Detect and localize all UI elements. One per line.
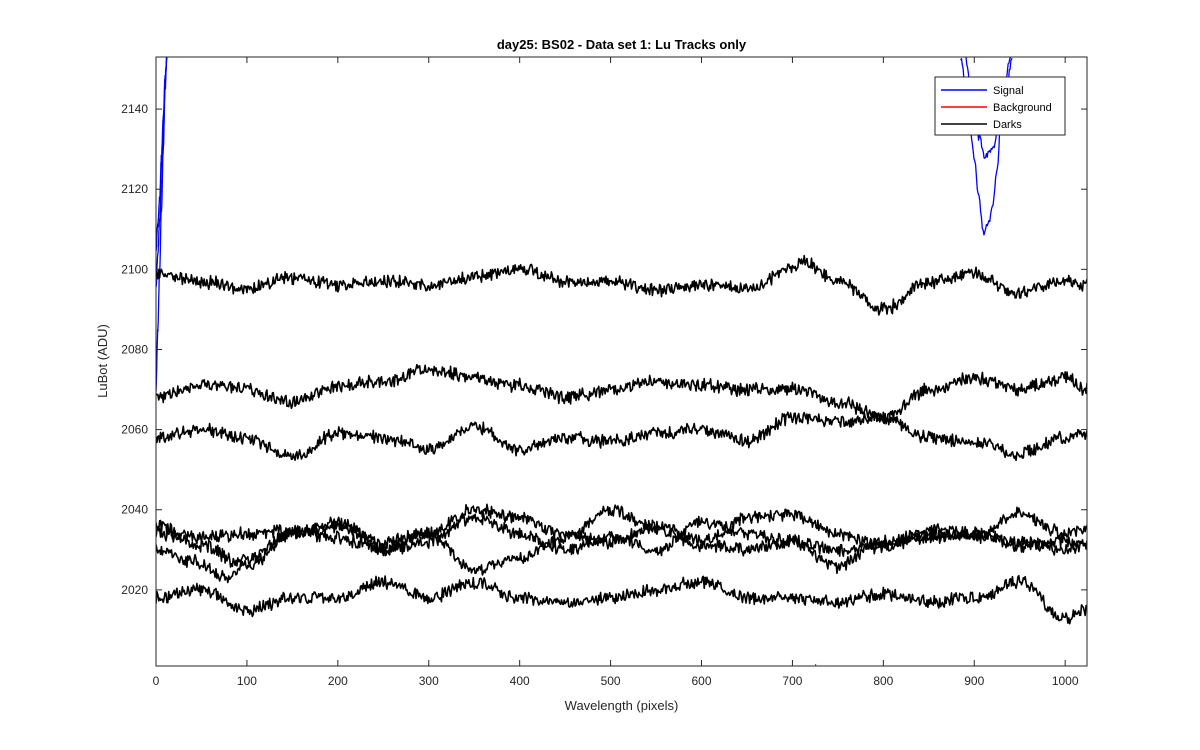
series-line-background <box>814 663 817 666</box>
legend-box <box>934 76 1066 136</box>
y-tick-label: 2120 <box>121 182 148 196</box>
series-line-darks <box>156 411 1087 462</box>
x-tick-label: 1000 <box>1052 674 1079 688</box>
series-line-darks <box>156 254 1087 316</box>
x-tick-label: 300 <box>419 674 439 688</box>
x-axis-label: Wavelength (pixels) <box>565 698 679 713</box>
x-axis: 0 100 200 300 400 500 600 700 800 900 1000 <box>153 57 1079 688</box>
x-tick-label: 100 <box>237 674 257 688</box>
x-tick-label: 800 <box>873 674 893 688</box>
y-tick-label: 2020 <box>121 583 148 597</box>
y-tick-label: 2100 <box>121 262 148 276</box>
y-tick-label: 2080 <box>121 342 148 356</box>
y-tick-label: 2040 <box>121 503 148 517</box>
x-tick-label: 500 <box>601 674 621 688</box>
plot-area <box>156 57 1087 666</box>
chart-title: day25: BS02 - Data set 1: Lu Tracks only <box>497 37 747 52</box>
x-tick-label: 900 <box>964 674 984 688</box>
series-layer <box>156 57 1087 666</box>
y-tick-label: 2060 <box>121 423 148 437</box>
x-tick-label: 700 <box>782 674 802 688</box>
y-axis: 2020 2040 2060 2080 2100 2120 2140 <box>121 102 1087 597</box>
series-line-darks <box>156 512 1087 557</box>
series-line-signal <box>156 57 168 252</box>
legend-label: Background <box>993 102 1052 114</box>
series-line-darks <box>156 574 1087 625</box>
legend-label: Signal <box>993 85 1024 97</box>
y-tick-label: 2140 <box>121 102 148 116</box>
x-tick-label: 400 <box>510 674 530 688</box>
x-tick-label: 600 <box>691 674 711 688</box>
x-tick-label: 200 <box>328 674 348 688</box>
series-line-darks <box>156 363 1087 423</box>
x-tick-label: 0 <box>153 674 160 688</box>
plot-frame <box>155 56 1088 667</box>
legend: Signal Background Darks <box>934 76 1066 136</box>
legend-label: Darks <box>993 119 1022 131</box>
y-axis-label: LuBot (ADU) <box>95 324 110 398</box>
